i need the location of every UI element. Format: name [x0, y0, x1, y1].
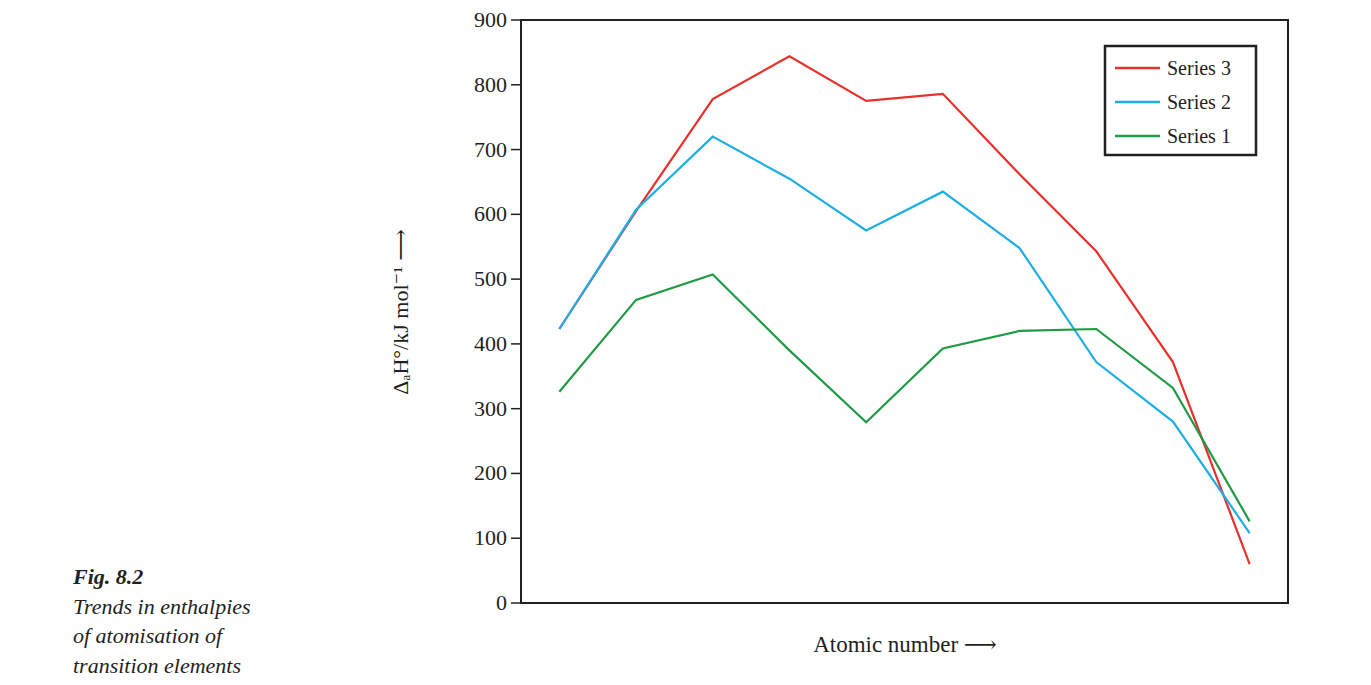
legend-label: Series 1: [1167, 125, 1231, 147]
y-tick-label: 900: [474, 7, 507, 32]
y-tick: [511, 19, 521, 21]
x-axis-label: Atomic number ⟶: [813, 632, 997, 657]
y-tick-label: 800: [474, 72, 507, 97]
y-tick: [511, 473, 521, 475]
y-tick-label: 400: [474, 331, 507, 356]
caption-label: Fig. 8.2: [72, 564, 143, 589]
y-tick: [511, 408, 521, 410]
caption-line: transition elements: [73, 653, 241, 678]
chart: 0 100 200 300 400 500 600 700 800 900 Series 3 Seri…: [0, 0, 1371, 685]
y-tick: [511, 343, 521, 345]
y-tick: [511, 537, 521, 539]
legend-box: [1105, 46, 1256, 155]
caption-line: Trends in enthalpies: [73, 594, 251, 619]
y-tick-label: 500: [474, 266, 507, 291]
plot-frame: [521, 20, 1288, 603]
y-axis-label: ΔₐH°/kJ mol⁻¹ ⟶: [388, 229, 413, 395]
legend-swatch: [1115, 135, 1160, 138]
y-tick: [511, 602, 521, 604]
series-line: [559, 137, 1249, 533]
y-tick-label: 300: [474, 396, 507, 421]
legend-swatch: [1115, 101, 1160, 104]
y-tick: [511, 149, 521, 151]
y-tick-label: 200: [474, 460, 507, 485]
y-tick: [511, 214, 521, 216]
y-tick-label: 600: [474, 201, 507, 226]
legend-label: Series 2: [1167, 91, 1231, 113]
y-tick-label: 700: [474, 137, 507, 162]
y-tick: [511, 84, 521, 86]
legend-label: Series 3: [1167, 57, 1231, 79]
y-tick-label: 100: [474, 525, 507, 550]
y-tick-label: 0: [496, 590, 507, 615]
series-line: [559, 275, 1249, 522]
legend-swatch: [1115, 67, 1160, 70]
y-tick: [511, 278, 521, 280]
caption-line: of atomisation of: [73, 623, 225, 648]
